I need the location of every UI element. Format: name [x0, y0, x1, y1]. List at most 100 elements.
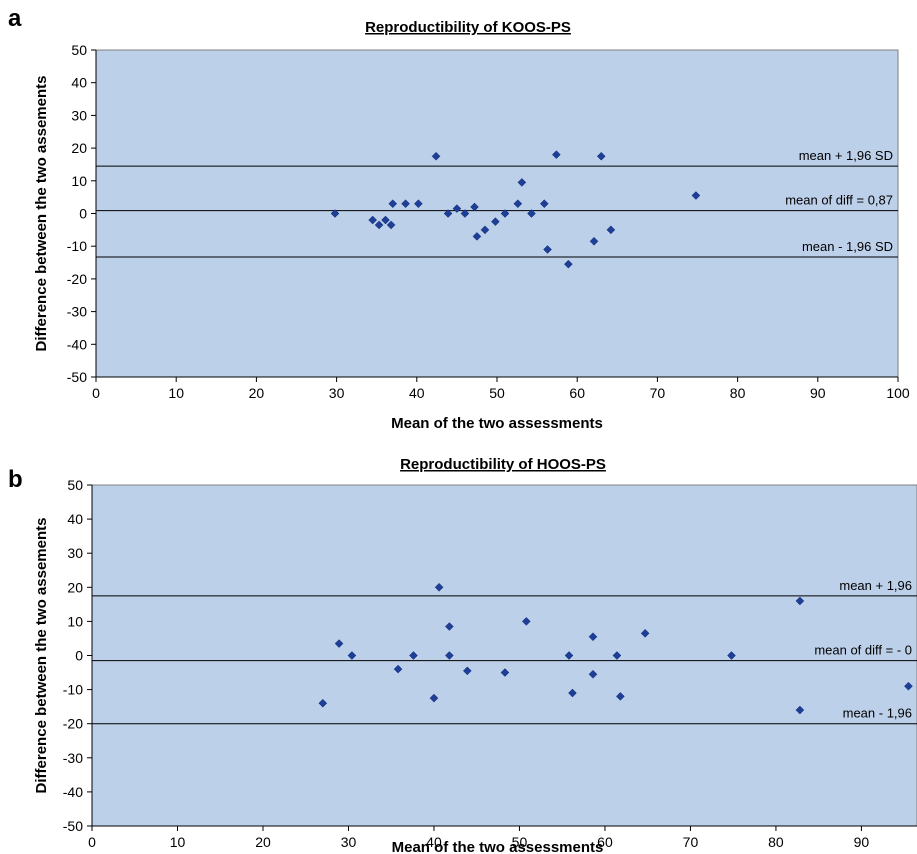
y-tick-label: 20 [67, 579, 83, 595]
data-point [386, 220, 396, 230]
y-tick-label: -10 [67, 238, 87, 254]
x-tick-label: 60 [569, 385, 585, 401]
data-point [445, 622, 454, 631]
data-point [568, 688, 577, 698]
data-point [374, 220, 384, 230]
data-point [460, 209, 470, 218]
y-tick-label: 30 [71, 107, 87, 123]
y-tick-label: -20 [67, 271, 87, 287]
y-tick-label: 0 [75, 648, 83, 664]
data-point [429, 693, 439, 703]
data-point [393, 664, 403, 674]
y-tick-label: -40 [63, 784, 83, 800]
data-point [727, 651, 736, 660]
x-axis-label: Mean of the two assessments [392, 839, 604, 854]
data-point [521, 617, 531, 626]
data-points [330, 150, 701, 269]
data-point [513, 199, 523, 209]
data-point [480, 225, 490, 235]
x-tick-label: 50 [512, 834, 528, 850]
reference-line-label: mean of diff = - 0 [814, 643, 912, 658]
data-point [640, 628, 650, 638]
data-point [539, 199, 549, 209]
x-tick-label: 0 [88, 834, 96, 850]
y-tick-label: 50 [67, 477, 83, 493]
plot-area [95, 49, 899, 378]
data-point [615, 692, 625, 701]
data-point [388, 199, 398, 209]
data-point [318, 698, 328, 708]
y-tick-label: 10 [67, 613, 83, 629]
reference-line-label: mean - 1,96 [843, 706, 912, 721]
data-point [517, 178, 527, 187]
y-tick-label: -50 [67, 369, 87, 385]
x-tick-label: 60 [597, 834, 613, 850]
y-tick-label: 20 [71, 140, 87, 156]
data-point [500, 209, 510, 218]
y-tick-label: 30 [67, 545, 83, 561]
x-tick-label: 30 [329, 385, 345, 401]
data-point [401, 199, 410, 209]
data-point [491, 217, 500, 227]
y-tick-label: -50 [63, 818, 83, 834]
y-tick-label: 10 [71, 173, 87, 189]
data-point [551, 150, 561, 159]
x-tick-label: 40 [426, 834, 442, 850]
reference-line-label: mean + 1,96 [839, 578, 912, 593]
y-tick-label: 40 [71, 75, 87, 91]
data-point [330, 209, 340, 218]
x-tick-label: 80 [768, 834, 784, 850]
panel-label: a [8, 5, 22, 32]
y-tick-label: 50 [71, 42, 87, 58]
x-tick-label: 20 [249, 385, 265, 401]
reference-line-label: mean + 1,96 SD [799, 148, 893, 163]
reference-line-label: mean - 1,96 SD [802, 239, 893, 254]
x-tick-label: 30 [341, 834, 357, 850]
data-point [443, 209, 453, 218]
y-axis-label: Difference between the two assements [33, 518, 50, 794]
data-point [445, 651, 454, 660]
data-point [588, 632, 598, 642]
data-point [431, 151, 441, 161]
data-point [334, 639, 344, 648]
data-point [904, 681, 913, 691]
panel-label: b [8, 466, 23, 493]
data-point [500, 668, 510, 677]
data-point [347, 651, 357, 660]
chart-title: Reproductibility of KOOS-PS [365, 19, 571, 36]
data-point [462, 666, 472, 676]
data-point [452, 204, 462, 213]
x-tick-label: 50 [489, 385, 505, 401]
y-tick-label: 0 [79, 206, 87, 222]
data-point [368, 215, 378, 225]
data-point [434, 582, 444, 592]
x-tick-label: 70 [683, 834, 699, 850]
x-tick-label: 0 [92, 385, 100, 401]
x-tick-label: 20 [255, 834, 271, 850]
data-point [414, 199, 423, 209]
plot-area [91, 484, 917, 827]
data-point [409, 651, 418, 660]
data-point [612, 651, 622, 660]
data-point [589, 236, 599, 246]
data-point [606, 225, 616, 235]
data-point [381, 215, 390, 225]
x-tick-label: 10 [168, 385, 184, 401]
data-point [795, 705, 805, 715]
chart-b: 50 40 30 20 10 0 -10 -20 -30 -40 -50 0 10 20 30 40 50 60 7… [8, 456, 917, 854]
data-point [564, 259, 573, 269]
data-point [795, 596, 805, 606]
chart-title: Reproductibility of HOOS-PS [400, 456, 606, 473]
x-tick-label: 10 [170, 834, 186, 850]
y-tick-label: -30 [67, 304, 87, 320]
data-point [596, 151, 606, 161]
data-points [318, 582, 913, 715]
y-tick-label: -40 [67, 336, 87, 352]
y-tick-label: -30 [63, 750, 83, 766]
y-tick-label: 40 [67, 511, 83, 527]
x-tick-label: 40 [409, 385, 425, 401]
x-tick-label: 100 [886, 385, 910, 401]
x-tick-label: 90 [810, 385, 826, 401]
